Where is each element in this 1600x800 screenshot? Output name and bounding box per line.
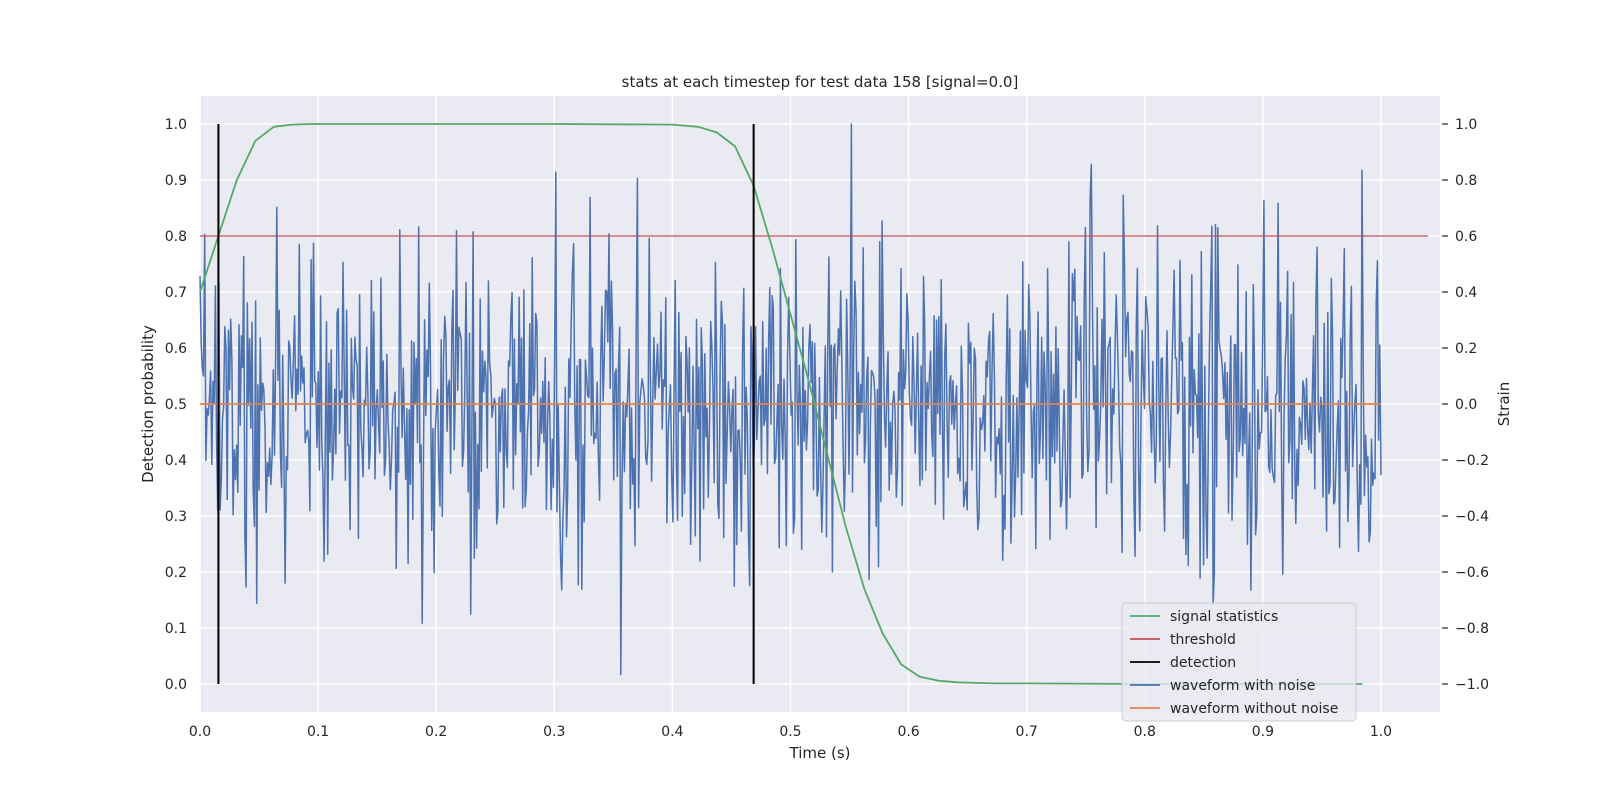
y-left-tick-label: 0.4 [165, 453, 187, 469]
y-left-tick-label: 0.1 [165, 621, 187, 637]
y-left-tick-label: 0.9 [165, 173, 187, 189]
y-axis-right-label: Strain [1495, 382, 1513, 426]
y-right-tick-label: −0.8 [1455, 621, 1489, 637]
x-tick-label: 0.4 [661, 724, 683, 740]
legend-label: signal statistics [1170, 609, 1278, 625]
y-right-tick-label: 0.0 [1455, 397, 1477, 413]
x-tick-label: 0.0 [189, 724, 211, 740]
y-left-tick-label: 0.0 [165, 677, 187, 693]
legend-label: waveform with noise [1170, 678, 1315, 694]
x-tick-label: 0.5 [779, 724, 801, 740]
y-right-tick-label: 1.0 [1455, 117, 1477, 133]
x-tick-label: 1.0 [1370, 724, 1392, 740]
y-axis-right-ticks: −1.0 −0.8 −0.6 −0.4 −0.2 0.0 0.2 0.4 0.6 0.8 1.0 [1442, 117, 1489, 693]
x-axis-ticks: 0.0 0.1 0.2 0.3 0.4 0.5 0.6 0.7 0.8 0.9 1.0 [189, 724, 1392, 740]
x-tick-label: 0.9 [1252, 724, 1274, 740]
x-tick-label: 0.7 [1016, 724, 1038, 740]
y-right-tick-label: −0.4 [1455, 509, 1489, 525]
legend-label: detection [1170, 655, 1236, 671]
y-left-tick-label: 0.5 [165, 397, 187, 413]
series-layer [199, 123, 1429, 685]
x-tick-label: 0.6 [897, 724, 919, 740]
y-right-tick-label: 0.2 [1455, 341, 1477, 357]
y-left-tick-label: 0.3 [165, 509, 187, 525]
y-axis-left-label: Detection probability [139, 325, 157, 483]
y-right-tick-label: 0.8 [1455, 173, 1477, 189]
x-tick-label: 0.3 [543, 724, 565, 740]
y-left-tick-label: 1.0 [165, 117, 187, 133]
y-right-tick-label: −1.0 [1455, 677, 1489, 693]
x-tick-label: 0.2 [425, 724, 447, 740]
y-left-tick-label: 0.6 [165, 341, 187, 357]
y-right-tick-label: 0.4 [1455, 285, 1477, 301]
x-tick-label: 0.8 [1134, 724, 1156, 740]
y-right-tick-label: −0.6 [1455, 565, 1489, 581]
chart-title: stats at each timestep for test data 158… [622, 73, 1019, 91]
series-signal-statistics [199, 123, 1363, 685]
y-left-tick-label: 0.7 [165, 285, 187, 301]
x-axis-label: Time (s) [789, 744, 851, 762]
legend: signal statistics threshold detection wavef… [1121, 602, 1357, 722]
y-right-tick-label: 0.6 [1455, 229, 1477, 245]
y-right-tick-label: −0.2 [1455, 453, 1489, 469]
y-axis-left-ticks: 0.0 0.1 0.2 0.3 0.4 0.5 0.6 0.7 0.8 0.9 1.0 [165, 117, 187, 693]
legend-box [1121, 602, 1357, 722]
x-tick-label: 0.1 [307, 724, 329, 740]
legend-label: waveform without noise [1170, 701, 1338, 717]
series-waveform-with-noise [199, 123, 1382, 676]
y-left-tick-label: 0.2 [165, 565, 187, 581]
legend-label: threshold [1170, 632, 1236, 648]
y-left-tick-label: 0.8 [165, 229, 187, 245]
